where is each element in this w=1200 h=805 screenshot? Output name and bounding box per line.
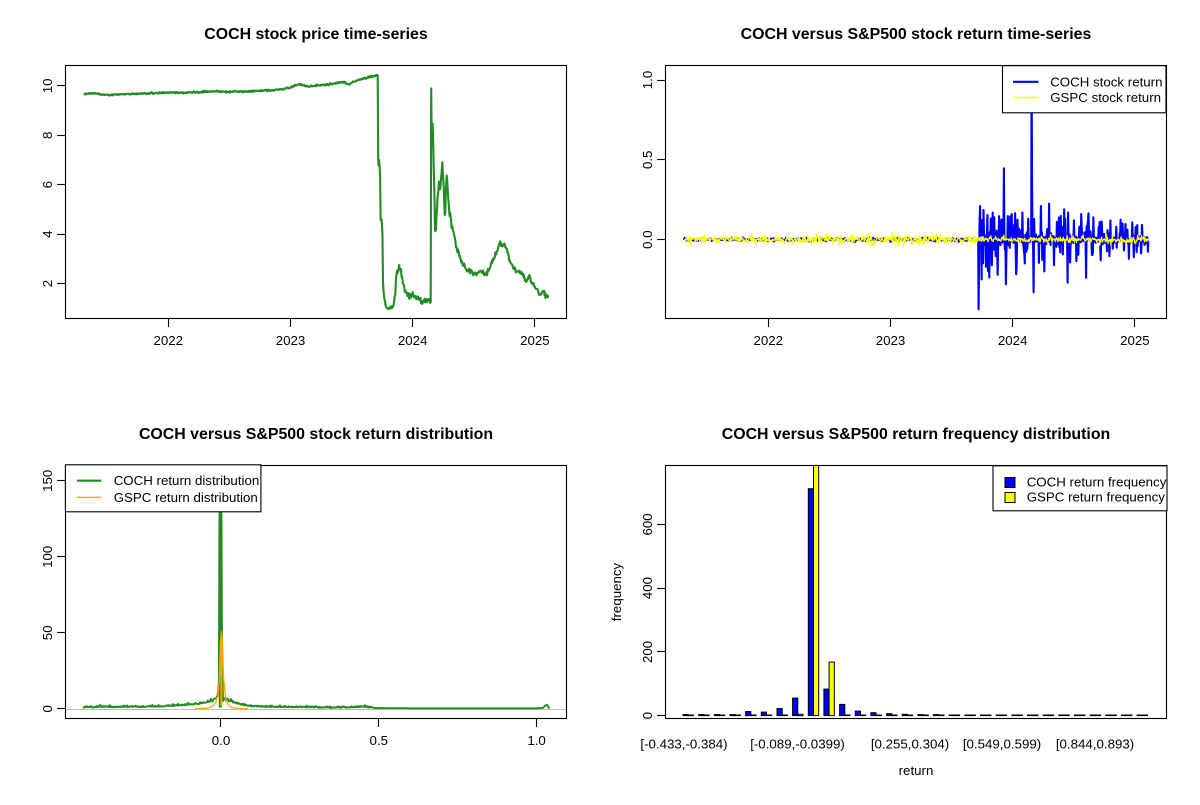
svg-text:[0.549,0.599): [0.549,0.599) xyxy=(963,737,1041,752)
svg-text:2023: 2023 xyxy=(876,333,906,348)
svg-text:GSPC stock return: GSPC stock return xyxy=(1050,90,1161,105)
svg-text:2022: 2022 xyxy=(154,333,184,348)
svg-text:2022: 2022 xyxy=(754,333,784,348)
svg-text:2025: 2025 xyxy=(520,333,550,348)
svg-text:1.0: 1.0 xyxy=(527,733,546,748)
svg-text:6: 6 xyxy=(40,181,55,188)
svg-text:return: return xyxy=(899,763,934,778)
svg-text:600: 600 xyxy=(640,513,655,535)
svg-text:[-0.433,-0.384): [-0.433,-0.384) xyxy=(640,737,727,752)
svg-text:2024: 2024 xyxy=(398,333,428,348)
svg-text:200: 200 xyxy=(640,641,655,663)
svg-text:COCH versus S&P500 stock retur: COCH versus S&P500 stock return distribu… xyxy=(139,426,493,443)
svg-text:150: 150 xyxy=(40,470,55,492)
svg-text:[0.255,0.304): [0.255,0.304) xyxy=(871,737,949,752)
svg-text:GSPC return frequency: GSPC return frequency xyxy=(1027,490,1166,505)
svg-text:GSPC return distribution: GSPC return distribution xyxy=(114,490,258,505)
svg-text:8: 8 xyxy=(40,132,55,139)
svg-text:0.5: 0.5 xyxy=(370,733,389,748)
svg-text:COCH stock price time-series: COCH stock price time-series xyxy=(204,26,428,43)
svg-text:2023: 2023 xyxy=(276,333,306,348)
svg-text:0.0: 0.0 xyxy=(212,733,231,748)
svg-text:10: 10 xyxy=(40,79,55,94)
svg-text:0.5: 0.5 xyxy=(640,151,655,170)
svg-text:COCH return distribution: COCH return distribution xyxy=(114,473,260,488)
svg-text:2024: 2024 xyxy=(998,333,1028,348)
svg-text:0.0: 0.0 xyxy=(640,230,655,249)
svg-text:COCH stock return: COCH stock return xyxy=(1050,74,1162,89)
svg-text:4: 4 xyxy=(40,230,55,237)
svg-text:100: 100 xyxy=(40,546,55,568)
svg-text:1.0: 1.0 xyxy=(640,71,655,90)
svg-text:COCH versus S&P500 stock retur: COCH versus S&P500 stock return time-ser… xyxy=(741,26,1092,43)
svg-text:frequency: frequency xyxy=(609,562,624,621)
svg-text:400: 400 xyxy=(640,577,655,599)
svg-text:[-0.089,-0.0399): [-0.089,-0.0399) xyxy=(750,737,845,752)
svg-text:2025: 2025 xyxy=(1120,333,1150,348)
svg-text:COCH versus S&P500 return freq: COCH versus S&P500 return frequency dist… xyxy=(722,426,1111,443)
svg-text:50: 50 xyxy=(40,625,55,640)
svg-text:2: 2 xyxy=(40,280,55,287)
svg-text:0: 0 xyxy=(640,712,655,719)
svg-text:COCH return frequency: COCH return frequency xyxy=(1027,475,1167,490)
svg-text:0: 0 xyxy=(40,705,55,712)
svg-text:[0.844,0.893): [0.844,0.893) xyxy=(1056,737,1134,752)
